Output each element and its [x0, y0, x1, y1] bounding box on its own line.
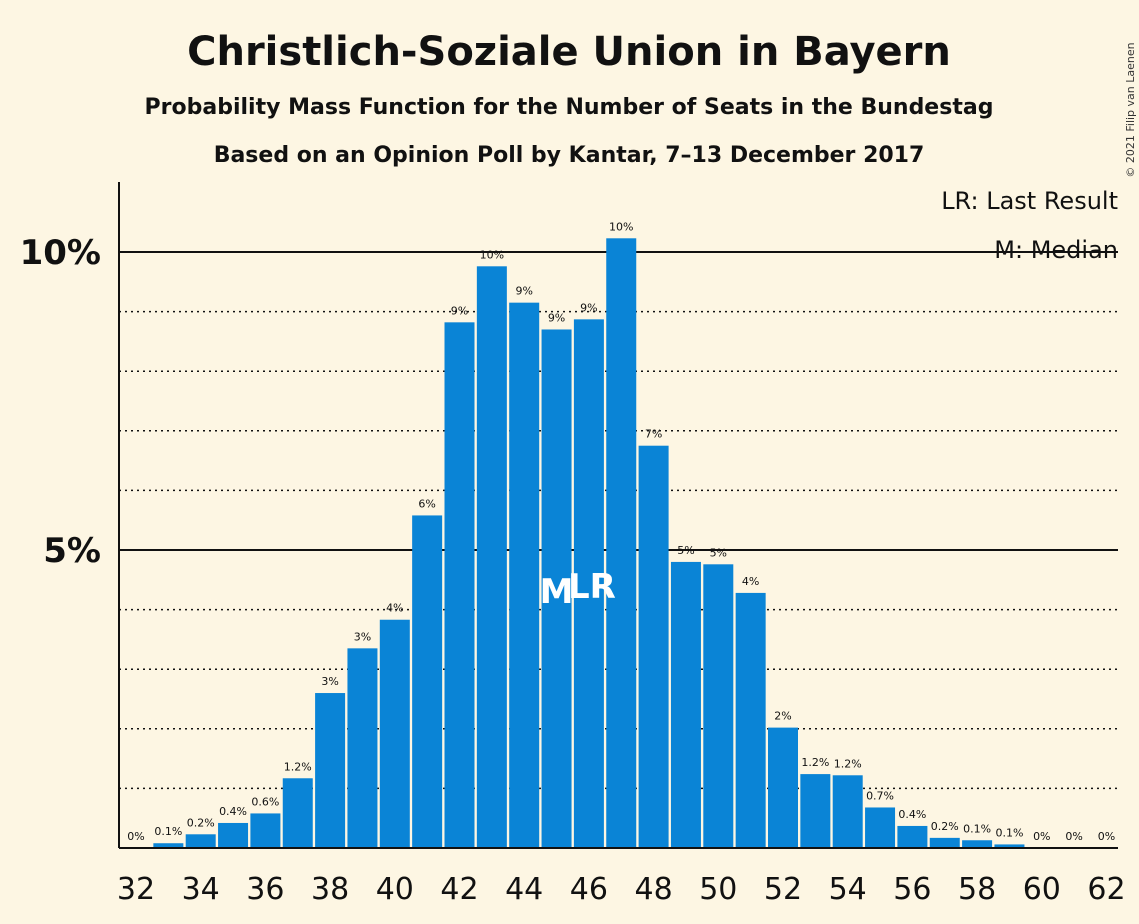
bar-label-47: 10% — [609, 220, 633, 233]
bar-49 — [670, 561, 701, 848]
bar-46 — [573, 319, 604, 848]
bar-label-34: 0.2% — [187, 816, 215, 829]
bar-label-35: 0.4% — [219, 805, 247, 818]
bar-55 — [865, 807, 896, 848]
copyright: © 2021 Filip van Laenen — [1124, 42, 1137, 177]
chart-subtitle-2: Based on an Opinion Poll by Kantar, 7–13… — [214, 143, 925, 168]
bar-label-54: 1.2% — [834, 757, 862, 770]
bar-label-59: 0.1% — [995, 826, 1023, 839]
bar-53 — [800, 774, 831, 848]
bar-label-48: 7% — [645, 428, 662, 441]
bar-label-56: 0.4% — [898, 808, 926, 821]
x-tick-label-56: 56 — [893, 872, 931, 907]
bar-34 — [185, 834, 216, 848]
bar-36 — [250, 813, 281, 848]
x-tick-label-52: 52 — [764, 872, 802, 907]
x-tick-label-32: 32 — [117, 872, 155, 907]
bar-label-33: 0.1% — [154, 825, 182, 838]
x-tick-label-46: 46 — [570, 872, 608, 907]
x-tick-label-50: 50 — [699, 872, 737, 907]
bar-39 — [347, 648, 378, 848]
bar-54 — [832, 775, 863, 848]
bar-label-43: 10% — [480, 248, 504, 261]
bar-label-44: 9% — [515, 285, 532, 298]
chart-title: Christlich-Soziale Union in Bayern — [187, 29, 951, 75]
bar-label-45: 9% — [548, 311, 565, 324]
x-tick-label-34: 34 — [182, 872, 220, 907]
x-tick-label-54: 54 — [829, 872, 867, 907]
bars: 0% 0.1% 0.2% 0.4% 0.6% 1.2% 3% 3% 4% 6% 9% 10% 9% 9% 9… — [127, 220, 1115, 849]
bar-33 — [153, 843, 184, 848]
last-result-marker: LR — [568, 567, 616, 607]
bar-37 — [282, 778, 313, 848]
x-tick-label-42: 42 — [440, 872, 478, 907]
bar-59 — [994, 844, 1025, 848]
bar-label-42: 9% — [451, 304, 468, 317]
bar-40 — [379, 619, 410, 848]
bar-35 — [218, 822, 249, 848]
bar-label-58: 0.1% — [963, 822, 991, 835]
bar-51 — [735, 592, 766, 848]
bar-label-37: 1.2% — [284, 760, 312, 773]
bar-47 — [606, 238, 637, 849]
bar-label-46: 9% — [580, 301, 597, 314]
bar-label-40: 4% — [386, 602, 403, 615]
bar-label-61: 0% — [1065, 830, 1082, 843]
x-tick-label-58: 58 — [958, 872, 996, 907]
bar-label-53: 1.2% — [801, 756, 829, 769]
bar-56 — [897, 825, 928, 848]
axes: 5% 10% 32 34 36 38 40 42 44 46 48 50 52 54 56 58 60 62 — [20, 182, 1126, 907]
bar-42 — [444, 322, 475, 848]
bar-48 — [638, 445, 669, 848]
bar-label-57: 0.2% — [931, 820, 959, 833]
bar-44 — [509, 302, 540, 848]
bar-label-32: 0% — [127, 830, 144, 843]
bar-label-41: 6% — [418, 497, 435, 510]
bar-50 — [703, 564, 734, 848]
median-marker: M — [540, 572, 574, 612]
x-tick-label-44: 44 — [505, 872, 543, 907]
bar-label-39: 3% — [354, 630, 371, 643]
bar-label-51: 4% — [742, 575, 759, 588]
bar-label-52: 2% — [774, 710, 791, 723]
y-tick-label-10: 10% — [20, 233, 101, 273]
bar-58 — [962, 840, 993, 848]
bar-label-50: 5% — [710, 546, 727, 559]
x-tick-label-40: 40 — [376, 872, 414, 907]
legend-last-result: LR: Last Result — [941, 187, 1118, 215]
x-tick-label-38: 38 — [311, 872, 349, 907]
chart-subtitle: Probability Mass Function for the Number… — [145, 95, 994, 120]
bar-57 — [929, 837, 960, 848]
y-tick-label-5: 5% — [43, 531, 101, 571]
bar-43 — [476, 266, 507, 849]
bar-label-60: 0% — [1033, 830, 1050, 843]
x-tick-label-60: 60 — [1023, 872, 1061, 907]
bar-label-62: 0% — [1098, 830, 1115, 843]
bar-label-49: 5% — [677, 544, 694, 557]
bar-label-55: 0.7% — [866, 789, 894, 802]
legend-median: M: Median — [994, 236, 1118, 264]
x-tick-label-62: 62 — [1087, 872, 1125, 907]
x-tick-label-48: 48 — [635, 872, 673, 907]
x-tick-label-36: 36 — [246, 872, 284, 907]
bar-45 — [541, 329, 572, 849]
bar-label-38: 3% — [321, 675, 338, 688]
bar-38 — [315, 693, 346, 848]
bar-52 — [768, 727, 798, 848]
bar-label-36: 0.6% — [251, 795, 279, 808]
bar-41 — [412, 515, 443, 848]
